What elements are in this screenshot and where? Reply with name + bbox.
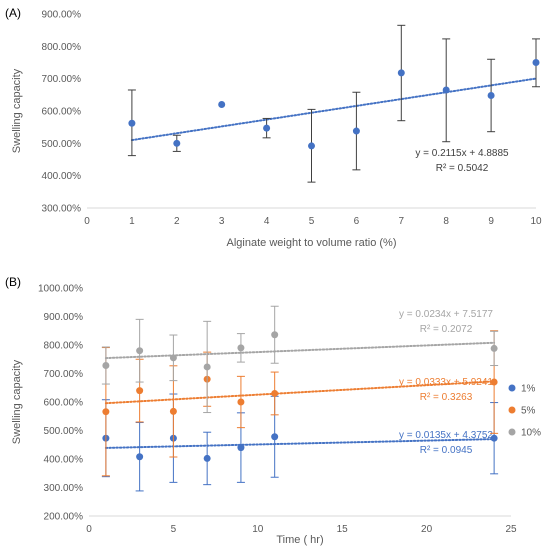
trendline-equation: y = 0.0135x + 4.3752 (399, 430, 493, 441)
trendline-r2: R² = 0.0945 (420, 445, 473, 456)
y-tick-label: 900.00% (44, 312, 84, 323)
y-tick-label: 500.00% (42, 139, 82, 150)
data-point (169, 407, 177, 415)
data-point (490, 378, 498, 386)
data-point (271, 331, 279, 339)
data-point (173, 139, 181, 147)
trendline-r2: R² = 0.3263 (420, 392, 473, 403)
panel-b-label: (B) (5, 275, 21, 289)
legend-marker (508, 384, 516, 392)
y-tick-label: 1000.00% (38, 284, 83, 295)
x-tick-label: 25 (505, 524, 517, 535)
y-tick-label: 600.00% (42, 107, 82, 118)
y-axis-title: Swelling capacity (11, 68, 23, 153)
data-point (128, 119, 136, 127)
data-point (102, 408, 110, 416)
legend-marker (508, 428, 516, 436)
data-point (271, 389, 279, 397)
data-point (487, 91, 495, 99)
trendline-equation: y = 0.2115x + 4.8885 (415, 148, 509, 159)
trendline (104, 438, 496, 449)
x-axis-title: Alginate weight to volume ratio (%) (227, 237, 397, 249)
data-point (308, 142, 315, 150)
data-point (237, 398, 245, 406)
x-tick-label: 15 (337, 524, 349, 535)
y-tick-label: 600.00% (44, 398, 84, 409)
data-point (136, 387, 144, 395)
panel-a-label: (A) (5, 6, 21, 20)
x-tick-label: 4 (264, 216, 270, 227)
x-tick-label: 3 (219, 216, 225, 227)
legend-label: 5% (521, 406, 536, 417)
trendline-equation: y = 0.0333x + 5.9241 (399, 377, 493, 388)
y-tick-label: 900.00% (42, 10, 82, 21)
data-point (263, 124, 271, 132)
y-tick-label: 700.00% (44, 369, 84, 380)
y-tick-label: 700.00% (42, 74, 82, 85)
y-axis-title: Swelling capacity (11, 359, 23, 444)
data-point (136, 453, 144, 461)
data-point (490, 344, 498, 352)
data-point (136, 347, 144, 355)
data-point (102, 362, 110, 370)
x-tick-label: 20 (421, 524, 433, 535)
x-tick-label: 10 (530, 216, 542, 227)
x-tick-label: 10 (252, 524, 264, 535)
data-point (203, 454, 211, 462)
y-tick-label: 400.00% (44, 455, 84, 466)
y-tick-label: 400.00% (42, 171, 82, 182)
x-tick-label: 2 (174, 216, 180, 227)
data-point (237, 344, 245, 352)
x-tick-label: 5 (309, 216, 315, 227)
data-point (442, 86, 450, 94)
data-point (490, 434, 498, 442)
panel-a-chart: (A) 300.00% 400.00% 500.00% 600.00% 700.00% 8… (5, 6, 542, 249)
trendline-equation: y = 0.0234x + 7.5177 (399, 309, 493, 320)
data-point (532, 59, 540, 66)
data-point (397, 69, 405, 77)
y-tick-label: 200.00% (44, 512, 84, 523)
x-tick-label: 0 (86, 524, 92, 535)
x-tick-label: 7 (399, 216, 405, 227)
trendline-r2: R² = 0.2072 (420, 324, 473, 335)
x-tick-label: 5 (171, 524, 177, 535)
x-tick-label: 8 (443, 216, 449, 227)
trendline (130, 77, 537, 142)
y-tick-label: 800.00% (42, 42, 82, 53)
x-tick-label: 9 (488, 216, 494, 227)
x-tick-label: 1 (129, 216, 135, 227)
data-point (218, 101, 226, 109)
legend-label: 1% (521, 384, 536, 395)
trendline-r2: R² = 0.5042 (436, 163, 489, 174)
x-tick-label: 6 (354, 216, 360, 227)
y-tick-label: 300.00% (42, 204, 82, 215)
legend-marker (508, 406, 516, 414)
x-axis-title: Time ( hr) (276, 534, 323, 546)
trendline (104, 341, 496, 360)
data-point (237, 444, 245, 452)
trendline (104, 380, 496, 405)
data-point (169, 354, 177, 362)
y-tick-label: 800.00% (44, 341, 84, 352)
data-point (271, 433, 279, 441)
y-tick-label: 300.00% (44, 483, 84, 494)
x-tick-label: 0 (84, 216, 90, 227)
panel-b-chart: (B) 200.00% 300.00% 400.00% 500.00% 600.00% 7… (5, 275, 541, 546)
data-point (352, 127, 360, 135)
legend-label: 10% (521, 428, 541, 439)
y-tick-label: 500.00% (44, 426, 84, 437)
data-point (203, 363, 211, 371)
